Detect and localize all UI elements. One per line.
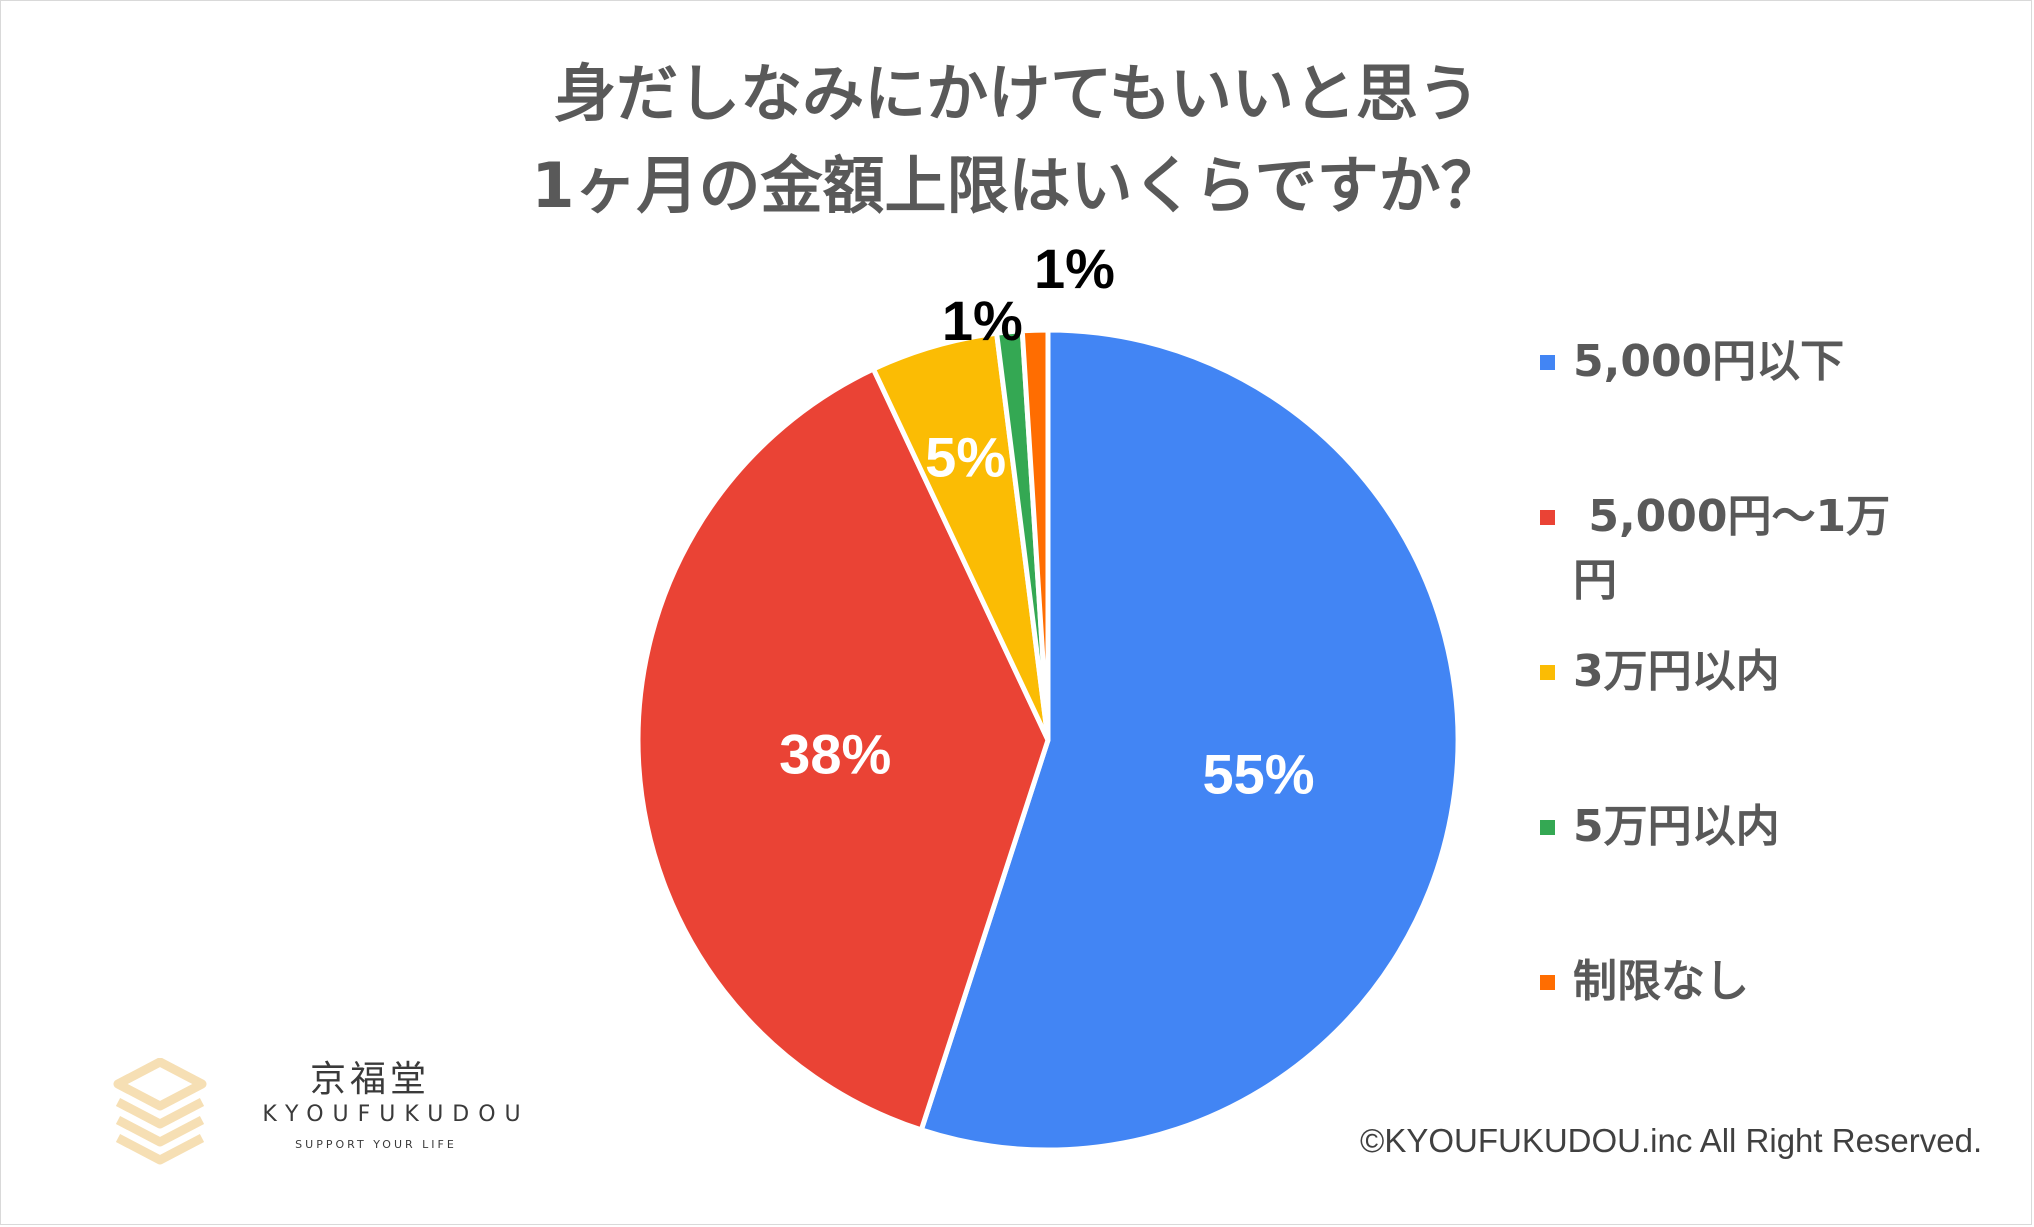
legend-label: 5,000円以下	[1573, 336, 1845, 387]
legend-item: 5,000円以下	[1540, 330, 1920, 394]
pie-slice-labels: 55% 38% 5% 1%1%	[779, 237, 1314, 805]
pie-slices	[635, 327, 1461, 1153]
legend-swatch	[1540, 975, 1555, 990]
pie-slice	[635, 366, 1051, 1133]
slice-data-label: 55%	[1203, 742, 1315, 805]
slice-data-label: 5%	[925, 426, 1006, 489]
legend-swatch	[1540, 665, 1555, 680]
legend-item: 制限なし	[1540, 950, 1920, 1014]
pie-slice	[918, 327, 1461, 1153]
chart-title: 身だしなみにかけてもいいと思う 1ヶ月の金額上限はいくらですか？	[0, 48, 2034, 232]
slice-data-label: 1%	[1034, 237, 1115, 300]
legend-item: 5,000円〜1万 円	[1540, 485, 1920, 613]
legend-label: 5万円以内	[1573, 801, 1780, 852]
stacked-boxes-logo-icon	[113, 1058, 207, 1165]
pie-slice	[1019, 327, 1051, 743]
title-line-1: 身だしなみにかけてもいいと思う	[554, 57, 1480, 130]
legend-item: 5万円以内	[1540, 795, 1920, 859]
legend-label: 制限なし	[1573, 956, 1749, 1007]
company-logo: 京福堂 KYOUFUKUDOU SUPPORT YOUR LIFE	[110, 1050, 521, 1180]
legend-item: 3万円以内	[1540, 640, 1920, 704]
logo-tagline: SUPPORT YOUR LIFE	[295, 1138, 457, 1151]
copyright-notice: ©KYOUFUKUDOU.inc All Right Reserved.	[1360, 1122, 1983, 1159]
legend-swatch	[1540, 510, 1555, 525]
title-line-2: 1ヶ月の金額上限はいくらですか？	[531, 149, 1503, 222]
legend-label: 3万円以内	[1573, 646, 1780, 697]
legend-swatch	[1540, 355, 1555, 370]
logo-name: 京福堂	[309, 1059, 430, 1100]
logo-english-name: KYOUFUKUDOU	[262, 1102, 530, 1127]
legend-label: 5,000円〜1万 円	[1573, 491, 1891, 606]
legend-swatch	[1540, 820, 1555, 835]
slice-data-label: 38%	[779, 722, 891, 785]
slice-data-label: 1%	[942, 289, 1023, 352]
